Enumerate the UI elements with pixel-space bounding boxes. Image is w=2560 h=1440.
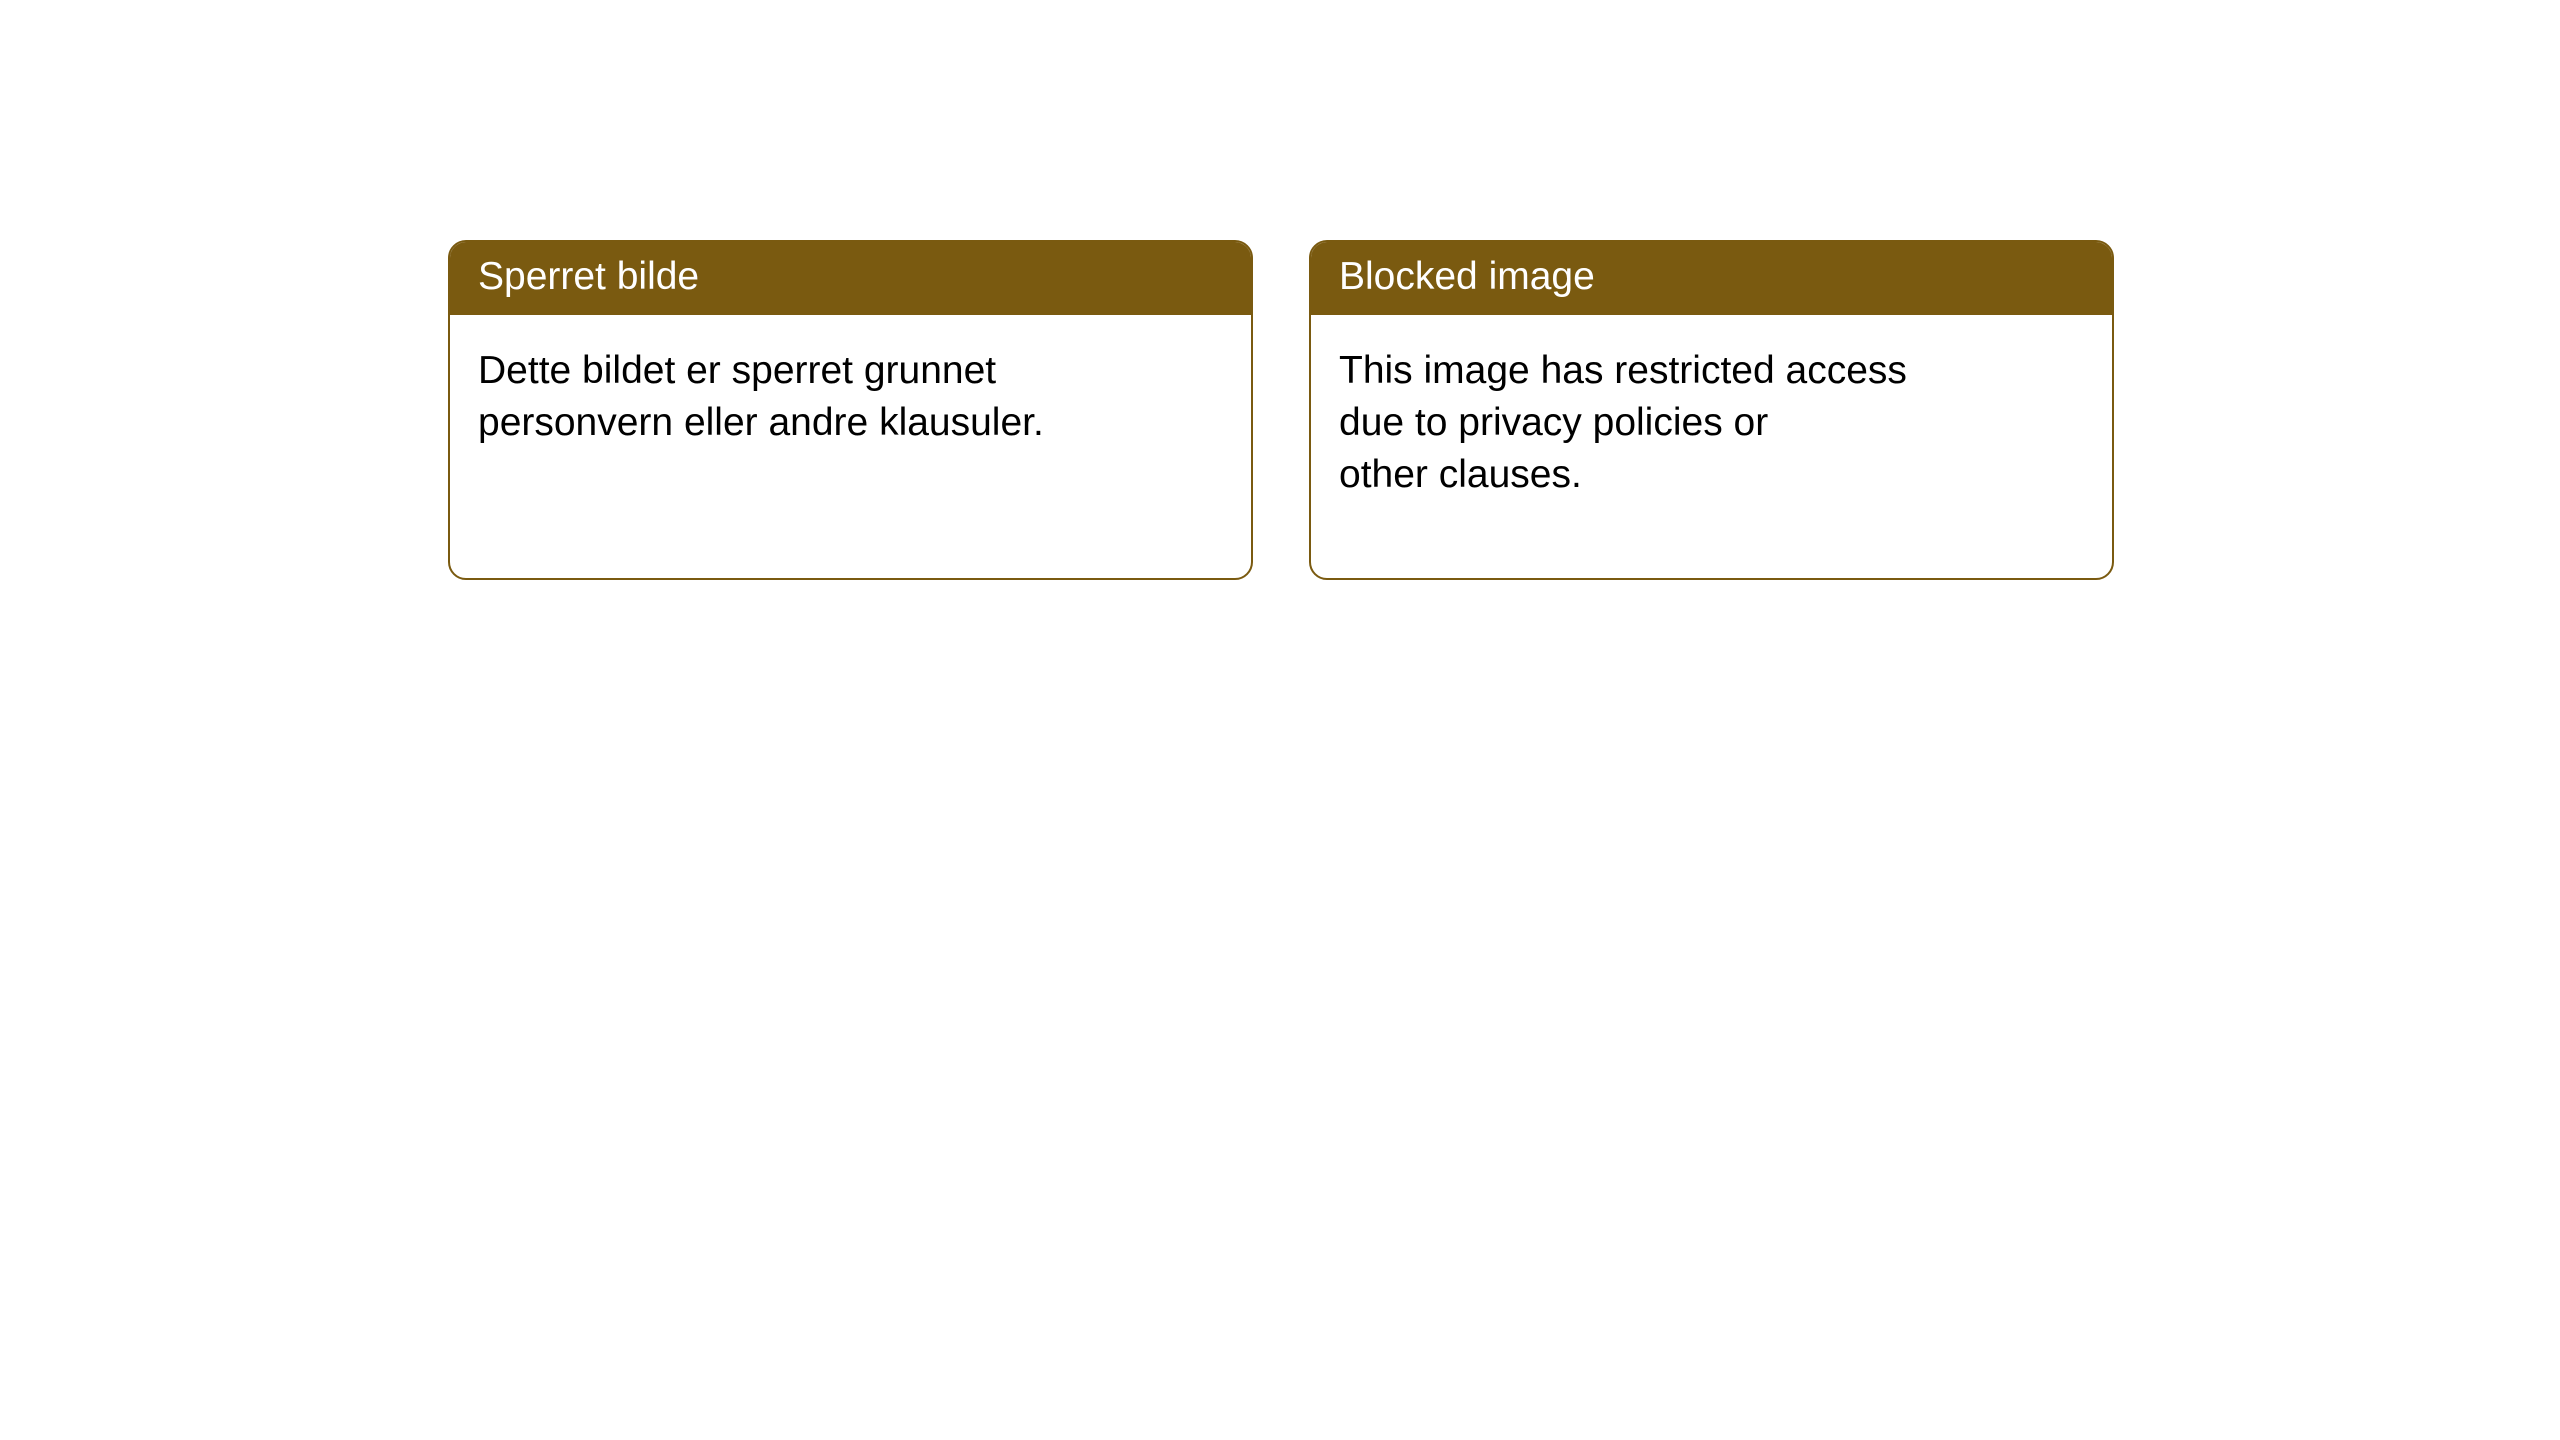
card-title-no: Sperret bilde bbox=[450, 242, 1251, 315]
card-body-no: Dette bildet er sperret grunnet personve… bbox=[450, 315, 1251, 526]
notice-cards-row: Sperret bilde Dette bildet er sperret gr… bbox=[448, 240, 2114, 580]
blocked-image-card-no: Sperret bilde Dette bildet er sperret gr… bbox=[448, 240, 1253, 580]
blocked-image-card-en: Blocked image This image has restricted … bbox=[1309, 240, 2114, 580]
card-body-en: This image has restricted access due to … bbox=[1311, 315, 2112, 578]
card-title-en: Blocked image bbox=[1311, 242, 2112, 315]
